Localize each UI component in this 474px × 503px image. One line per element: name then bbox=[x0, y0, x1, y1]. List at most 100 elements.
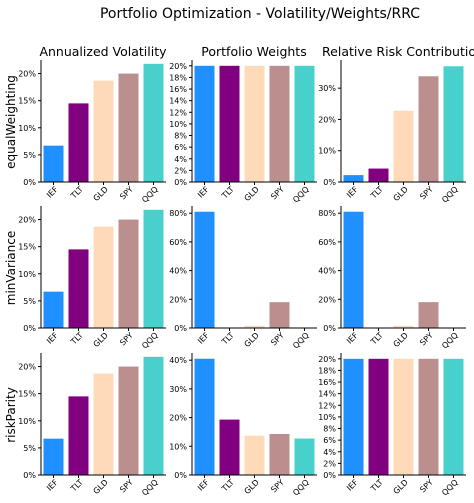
bar-qqq bbox=[143, 356, 164, 475]
bar-qqq bbox=[294, 65, 315, 182]
x-tick-label: TLT bbox=[220, 478, 236, 494]
bar-ief bbox=[343, 175, 364, 182]
x-tick-label: SPY bbox=[269, 478, 286, 495]
y-tick-label: 16% bbox=[318, 378, 336, 387]
chart-panel: 0% 10% 20% 30% IEF TLT GLD SPY QQQ bbox=[318, 60, 466, 204]
x-tick-label: GLD bbox=[392, 478, 410, 496]
x-tick-label: QQQ bbox=[440, 331, 460, 351]
y-tick-label: 10% bbox=[18, 124, 36, 133]
bar-spy bbox=[418, 76, 439, 182]
chart-panel: 0% 5% 10% 15% 20% IEF TLT GLD SPY QQQ bbox=[18, 353, 166, 497]
x-tick-label: IEF bbox=[45, 330, 60, 345]
bar-qqq bbox=[294, 438, 315, 475]
y-tick-label: 40% bbox=[169, 356, 187, 365]
bar-spy bbox=[269, 433, 290, 475]
y-tick-label: 30% bbox=[169, 385, 187, 394]
bar-qqq bbox=[143, 209, 164, 328]
y-tick-label: 20% bbox=[18, 216, 36, 225]
y-tick-label: 14% bbox=[169, 97, 187, 106]
x-tick-label: GLD bbox=[92, 478, 110, 496]
x-tick-label: QQQ bbox=[140, 185, 160, 205]
bar-ief bbox=[43, 438, 64, 475]
y-tick-label: 8% bbox=[174, 132, 187, 141]
y-tick-label: 20% bbox=[169, 295, 187, 304]
row-label-min-variance: minVariance bbox=[4, 231, 18, 305]
y-tick-label: 18% bbox=[169, 73, 187, 82]
x-tick-label: QQQ bbox=[140, 331, 160, 351]
x-tick-label: TLT bbox=[369, 185, 385, 201]
bar-spy bbox=[269, 65, 290, 182]
y-tick-label: 0% bbox=[23, 178, 36, 187]
x-tick-label: QQQ bbox=[291, 478, 311, 498]
x-tick-label: SPY bbox=[118, 478, 135, 495]
bar-ief bbox=[343, 358, 364, 475]
column-title-weights: Portfolio Weights bbox=[201, 44, 306, 59]
y-tick-label: 60% bbox=[169, 238, 187, 247]
y-tick-label: 0% bbox=[174, 471, 187, 480]
bar-tlt bbox=[368, 358, 389, 475]
x-tick-label: TLT bbox=[369, 478, 385, 494]
y-tick-label: 16% bbox=[169, 85, 187, 94]
bar-tlt bbox=[68, 103, 89, 182]
x-tick-label: SPY bbox=[118, 185, 135, 202]
bar-tlt bbox=[68, 249, 89, 328]
bar-gld bbox=[393, 358, 414, 475]
y-tick-label: 20% bbox=[18, 363, 36, 372]
y-tick-label: 5% bbox=[23, 444, 36, 453]
x-tick-label: GLD bbox=[392, 185, 410, 203]
y-tick-label: 20% bbox=[169, 414, 187, 423]
bar-tlt bbox=[368, 168, 389, 182]
y-tick-label: 80% bbox=[169, 209, 187, 218]
bar-ief bbox=[194, 65, 215, 182]
x-tick-label: GLD bbox=[92, 185, 110, 203]
row-label-equal-weighting: equalWeighting bbox=[4, 75, 18, 169]
x-tick-label: TLT bbox=[220, 331, 236, 347]
y-tick-label: 0% bbox=[23, 324, 36, 333]
y-tick-label: 6% bbox=[174, 143, 187, 152]
y-tick-label: 5% bbox=[23, 297, 36, 306]
chart-panel: 0% 2% 4% 6% 8% 10% 12% 14% 16% 18% 20% IEF TLT GLD SPY… bbox=[169, 60, 317, 204]
y-tick-label: 0% bbox=[174, 178, 187, 187]
bar-ief bbox=[43, 145, 64, 182]
chart-panels: 0% 5% 10% 15% 20% IEF TLT GLD SPY QQQ 0% 2% 4% 6% 8% 10… bbox=[18, 60, 466, 497]
y-tick-label: 18% bbox=[318, 366, 336, 375]
row-label-risk-parity: riskParity bbox=[4, 387, 18, 443]
bar-ief bbox=[343, 211, 364, 328]
x-tick-label: GLD bbox=[243, 185, 261, 203]
chart-panel: 0% 5% 10% 15% 20% IEF TLT GLD SPY QQQ bbox=[18, 60, 166, 204]
y-tick-label: 0% bbox=[174, 324, 187, 333]
y-tick-label: 12% bbox=[169, 108, 187, 117]
x-tick-label: GLD bbox=[392, 331, 410, 349]
x-tick-label: GLD bbox=[243, 331, 261, 349]
y-tick-label: 4% bbox=[323, 448, 336, 457]
y-tick-label: 20% bbox=[318, 355, 336, 364]
chart-panel: 0% 20% 40% 60% 80% IEF TLT GLD SPY QQQ bbox=[169, 206, 317, 350]
y-tick-label: 10% bbox=[318, 147, 336, 156]
y-tick-label: 10% bbox=[169, 442, 187, 451]
x-tick-label: SPY bbox=[118, 331, 135, 348]
chart-panel: 0% 5% 10% 15% 20% IEF TLT GLD SPY QQQ bbox=[18, 206, 166, 350]
y-tick-label: 15% bbox=[18, 97, 36, 106]
chart-panel: 0% 2% 4% 6% 8% 10% 12% 14% 16% 18% 20% IEF TLT GLD SPY… bbox=[318, 353, 466, 497]
bar-gld bbox=[244, 65, 265, 182]
x-tick-label: IEF bbox=[196, 184, 211, 199]
bar-spy bbox=[269, 302, 290, 328]
x-tick-label: IEF bbox=[345, 477, 360, 492]
x-tick-label: QQQ bbox=[440, 185, 460, 205]
column-title-rrc: Relative Risk Contribution bbox=[322, 44, 474, 59]
x-tick-label: IEF bbox=[196, 330, 211, 345]
y-tick-label: 0% bbox=[23, 471, 36, 480]
bar-spy bbox=[418, 302, 439, 328]
x-tick-label: IEF bbox=[345, 184, 360, 199]
x-tick-label: QQQ bbox=[291, 185, 311, 205]
y-tick-label: 14% bbox=[318, 390, 336, 399]
bar-qqq bbox=[143, 63, 164, 182]
y-tick-label: 40% bbox=[318, 267, 336, 276]
bar-gld bbox=[244, 435, 265, 475]
y-tick-label: 12% bbox=[318, 401, 336, 410]
y-tick-label: 2% bbox=[174, 166, 187, 175]
bar-ief bbox=[194, 211, 215, 328]
y-tick-label: 20% bbox=[318, 295, 336, 304]
y-tick-label: 15% bbox=[18, 243, 36, 252]
